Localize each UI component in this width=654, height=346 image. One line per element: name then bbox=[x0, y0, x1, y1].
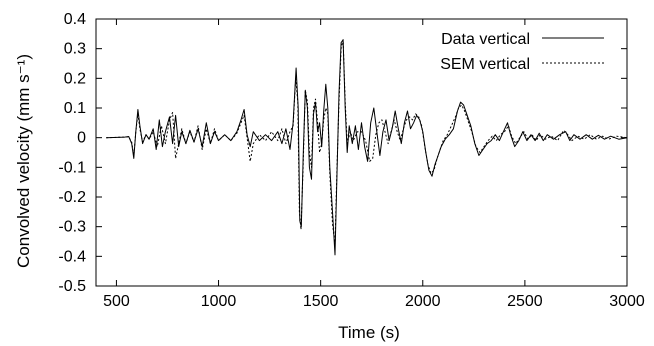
y-tick-label: -0.5 bbox=[58, 278, 86, 295]
x-tick-label: 500 bbox=[103, 293, 130, 310]
x-axis-title: Time (s) bbox=[338, 323, 400, 342]
y-tick-label: 0.1 bbox=[64, 100, 86, 117]
plot-frame bbox=[95, 18, 628, 287]
x-tick-label: 2000 bbox=[405, 293, 441, 310]
y-tick-label: 0.3 bbox=[64, 41, 86, 58]
y-tick-label: -0.4 bbox=[58, 248, 86, 265]
y-tick-label: -0.2 bbox=[58, 189, 86, 206]
x-tick-label: 1500 bbox=[303, 293, 339, 310]
y-tick-label: -0.3 bbox=[58, 219, 86, 236]
plot-frame-group bbox=[95, 18, 628, 287]
x-tick-label: 3000 bbox=[609, 293, 645, 310]
series-line-sem-vertical bbox=[106, 39, 628, 245]
series-line-data-vertical bbox=[106, 39, 628, 256]
y-tick-label: 0.4 bbox=[64, 11, 86, 28]
x-tick-label: 1000 bbox=[201, 293, 237, 310]
y-tick-label: 0.2 bbox=[64, 70, 86, 87]
legend: Data vertical SEM vertical bbox=[440, 31, 604, 73]
y-axis-title: Convolved velocity (mm s⁻¹) bbox=[14, 54, 33, 268]
y-tick-label: 0 bbox=[77, 130, 86, 147]
legend-label-sem-vertical: SEM vertical bbox=[440, 56, 530, 73]
x-tick-label: 2500 bbox=[507, 293, 543, 310]
ticks-group: 500 1000 1500 2000 2500 3000 -0.5 -0.4 -0.3 -0.2 -… bbox=[58, 11, 644, 310]
series-group bbox=[106, 39, 628, 256]
legend-label-data-vertical: Data vertical bbox=[441, 31, 530, 48]
y-tick-label: -0.1 bbox=[58, 159, 86, 176]
